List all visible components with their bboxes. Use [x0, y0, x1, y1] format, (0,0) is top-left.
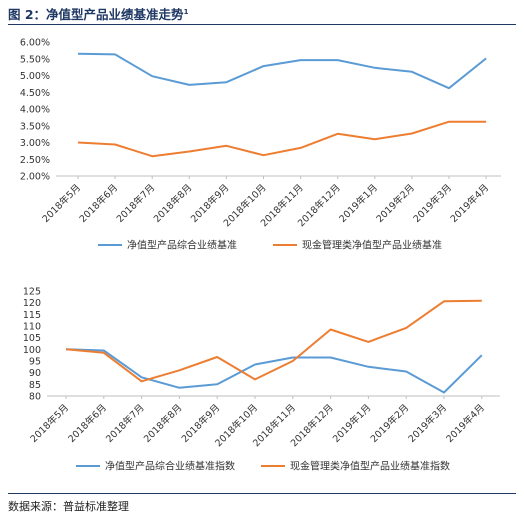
legend-label-1: 净值型产品综合业绩基准: [127, 239, 237, 252]
x-tick-label: 2018年8月: [151, 182, 194, 225]
y-tick-label: 2.00%: [20, 172, 50, 183]
y-tick-label: 5.50%: [20, 54, 50, 65]
x-tick-label: 2018年6月: [66, 402, 109, 445]
x-tick-label: 2019年2月: [368, 402, 411, 445]
x-tick-label: 2018年7月: [114, 182, 157, 225]
x-tick-label: 2019年2月: [374, 182, 417, 225]
series-line-1: [65, 348, 483, 394]
x-tick-label: 2019年4月: [448, 182, 491, 225]
series-line-2: [65, 299, 482, 383]
y-tick-label: 5.00%: [20, 71, 50, 82]
series-line-1: [77, 52, 487, 90]
y-tick-label: 115: [23, 310, 41, 321]
x-tick-label: 2018年7月: [103, 402, 146, 445]
y-tick-label: 3.00%: [20, 138, 50, 149]
y-tick-label: 125: [23, 287, 41, 298]
x-tick-label: 2018年8月: [141, 402, 184, 445]
x-tick-label: 2019年1月: [330, 402, 373, 445]
y-tick-label: 85: [29, 380, 41, 391]
series-line-2: [77, 120, 487, 158]
y-tick-label: 110: [23, 322, 41, 333]
y-tick-label: 90: [29, 368, 41, 379]
data-source-note: 数据来源：普益标准整理: [8, 500, 129, 513]
figure-title-footnote: 1: [183, 7, 189, 16]
y-tick-label: 2.50%: [20, 155, 50, 166]
legend-label-2: 现金管理类净值型产品业绩基准: [302, 239, 442, 252]
y-tick-label: 4.00%: [20, 105, 50, 116]
y-tick-label: 4.50%: [20, 88, 50, 99]
x-tick-label: 2018年6月: [77, 182, 120, 225]
y-tick-label: 100: [23, 345, 41, 356]
legend-label-2: 现金管理类净值型产品业绩基准指数: [290, 460, 450, 473]
x-tick-label: 2019年1月: [337, 182, 380, 225]
legend-label-1: 净值型产品综合业绩基准指数: [105, 460, 235, 473]
y-tick-label: 105: [23, 333, 41, 344]
x-tick-label: 2018年5月: [28, 402, 71, 445]
y-tick-label: 3.50%: [20, 121, 50, 132]
figure-title: 图 2：净值型产品业绩基准走势1: [8, 7, 189, 22]
y-tick-label: 6.00%: [20, 38, 50, 49]
y-tick-label: 95: [29, 357, 41, 368]
x-tick-label: 2019年3月: [406, 402, 449, 445]
x-tick-label: 2018年5月: [40, 182, 83, 225]
y-tick-label: 120: [23, 298, 41, 309]
source-rule: [8, 493, 516, 494]
y-tick-label: 80: [29, 392, 41, 403]
x-tick-label: 2019年3月: [411, 182, 454, 225]
title-rule: [8, 24, 516, 25]
x-tick-label: 2019年4月: [444, 402, 487, 445]
